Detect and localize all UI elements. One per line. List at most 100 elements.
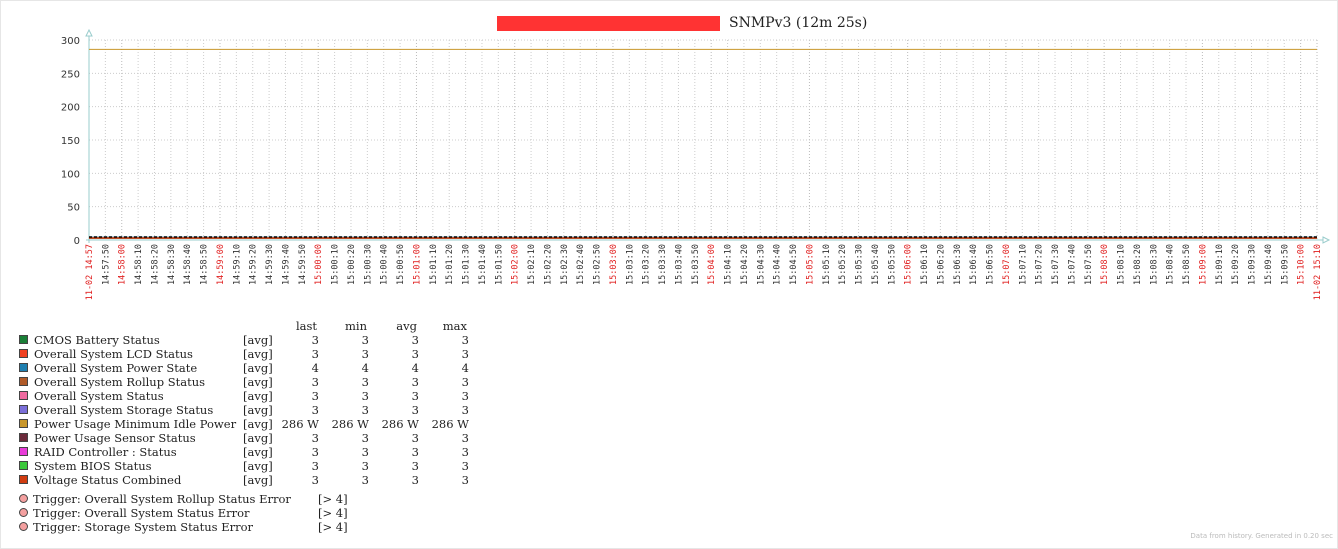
- legend-item-name: Overall System Status: [34, 389, 164, 403]
- x-tick-label: 15:01:50: [494, 244, 504, 285]
- legend-value-avg: 286 W: [381, 417, 419, 431]
- x-tick-label: 14:57:50: [101, 244, 111, 285]
- legend-swatch: [19, 447, 28, 456]
- legend-value-max: 4: [461, 361, 469, 375]
- trigger-name: Trigger: Overall System Status Error: [33, 506, 250, 520]
- x-tick-label: 15:01:20: [445, 244, 455, 285]
- x-tick-label: 15:07:50: [1084, 244, 1094, 285]
- legend-value-min: 4: [361, 361, 369, 375]
- x-tick-label: 15:02:20: [543, 244, 553, 285]
- legend-value-max: 3: [461, 459, 469, 473]
- trigger-dot-icon: [19, 494, 28, 503]
- legend-item-function: [avg]: [243, 403, 273, 417]
- trigger-dot-icon: [19, 522, 28, 531]
- legend-swatch: [19, 335, 28, 344]
- legend-value-avg: 3: [411, 459, 419, 473]
- legend-item-function: [avg]: [243, 347, 273, 361]
- legend-value-min: 3: [361, 431, 369, 445]
- x-tick-label: 15:07:00: [1002, 244, 1012, 285]
- legend-value-avg: 3: [411, 445, 419, 459]
- x-tick-label: 15:09:10: [1215, 244, 1225, 285]
- x-tick-label: 14:58:40: [183, 244, 193, 285]
- legend-value-min: 3: [361, 403, 369, 417]
- legend-value-max: 286 W: [431, 417, 469, 431]
- x-tick-label: 15:02:50: [593, 244, 603, 285]
- x-tick-label: 15:02:40: [576, 244, 586, 285]
- legend-value-last: 3: [311, 445, 319, 459]
- legend-item-name: Overall System Storage Status: [34, 403, 214, 417]
- x-axis-arrow: [1322, 236, 1331, 244]
- x-tick-label: 15:00:00: [314, 244, 324, 285]
- x-tick-label: 15:03:50: [691, 244, 701, 285]
- x-tick-label: 15:01:30: [462, 244, 472, 285]
- x-tick-label: 15:06:30: [953, 244, 963, 285]
- legend-value-min: 3: [361, 333, 369, 347]
- x-tick-label: 15:00:20: [347, 244, 357, 285]
- trigger-condition: [> 4]: [318, 492, 348, 506]
- legend-item-name: CMOS Battery Status: [34, 333, 160, 347]
- x-tick-label: 14:59:40: [281, 244, 291, 285]
- legend-row: CMOS Battery Status [avg] 3 3 3 3: [19, 333, 489, 347]
- x-tick-label: 15:00:40: [380, 244, 390, 285]
- y-tick-label: 100: [61, 169, 80, 180]
- y-tick-label: 50: [67, 203, 80, 214]
- y-tick-label: 300: [61, 36, 80, 47]
- x-tick-label: 15:07:20: [1035, 244, 1045, 285]
- x-tick-label: 15:06:40: [969, 244, 979, 285]
- x-tick-label: 15:06:20: [936, 244, 946, 285]
- legend-value-max: 3: [461, 473, 469, 487]
- legend-item-function: [avg]: [243, 417, 273, 431]
- x-tick-label: 15:05:40: [871, 244, 881, 285]
- legend-item-function: [avg]: [243, 361, 273, 375]
- x-tick-label: 15:09:30: [1248, 244, 1258, 285]
- legend-value-last: 3: [311, 403, 319, 417]
- legend-item-name: System BIOS Status: [34, 459, 152, 473]
- trigger-row: Trigger: Overall System Rollup Status Er…: [19, 492, 379, 506]
- legend-swatch: [19, 433, 28, 442]
- legend-value-avg: 3: [411, 403, 419, 417]
- legend-value-last: 3: [311, 459, 319, 473]
- legend-row: System BIOS Status [avg] 3 3 3 3: [19, 459, 489, 473]
- graph-title: SNMPv3 (12m 25s): [729, 15, 868, 31]
- legend-value-last: 4: [311, 361, 319, 375]
- legend-swatch: [19, 363, 28, 372]
- legend-value-last: 3: [311, 389, 319, 403]
- x-tick-label: 15:07:10: [1018, 244, 1028, 285]
- legend-swatch: [19, 461, 28, 470]
- x-tick-label: 15:05:10: [822, 244, 832, 285]
- trigger-condition: [> 4]: [318, 520, 348, 534]
- legend-swatch: [19, 377, 28, 386]
- legend-value-last: 3: [311, 347, 319, 361]
- legend-header-max: max: [442, 319, 467, 333]
- x-tick-label: 14:58:10: [134, 244, 144, 285]
- legend-value-min: 3: [361, 375, 369, 389]
- x-tick-label: 15:00:50: [396, 244, 406, 285]
- x-tick-label: 15:04:30: [756, 244, 766, 285]
- x-tick-label: 15:01:40: [478, 244, 488, 285]
- x-tick-label: 15:09:00: [1198, 244, 1208, 285]
- legend-value-max: 3: [461, 347, 469, 361]
- legend-value-avg: 3: [411, 473, 419, 487]
- x-tick-label: 15:05:00: [805, 244, 815, 285]
- legend-value-max: 3: [461, 431, 469, 445]
- legend-row: Overall System Status [avg] 3 3 3 3: [19, 389, 489, 403]
- x-tick-label: 15:04:40: [773, 244, 783, 285]
- legend-row: Voltage Status Combined [avg] 3 3 3 3: [19, 473, 489, 487]
- x-tick-label: 14:59:20: [249, 244, 259, 285]
- legend-value-max: 3: [461, 389, 469, 403]
- x-tick-label: 15:01:10: [429, 244, 439, 285]
- x-tick-label: 14:58:50: [200, 244, 210, 285]
- x-tick-label: 14:58:30: [167, 244, 177, 285]
- legend-value-max: 3: [461, 375, 469, 389]
- legend-row: Overall System LCD Status [avg] 3 3 3 3: [19, 347, 489, 361]
- x-tick-label: 15:05:20: [838, 244, 848, 285]
- trigger-row: Trigger: Overall System Status Error [> 4…: [19, 506, 379, 520]
- x-tick-label: 15:03:30: [658, 244, 668, 285]
- legend-swatch: [19, 475, 28, 484]
- legend-value-last: 286 W: [281, 417, 319, 431]
- line-chart: 300 250 200 150 100 50 0 11-02 14:57 14:57:50 14:…: [61, 28, 1331, 300]
- x-tick-label: 15:04:10: [724, 244, 734, 285]
- legend-row: Overall System Rollup Status [avg] 3 3 3 3: [19, 375, 489, 389]
- legend-value-avg: 3: [411, 431, 419, 445]
